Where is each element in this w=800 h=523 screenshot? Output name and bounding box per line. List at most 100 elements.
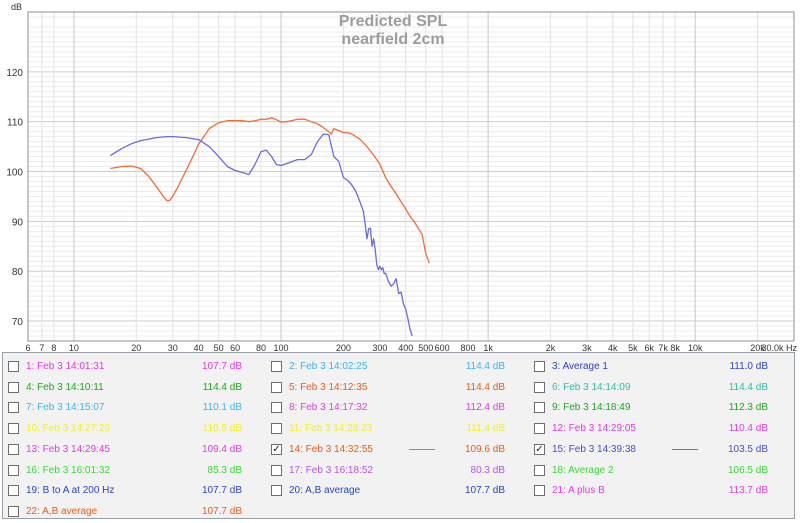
legend-item: 19: B to A at 200 Hz 107.7 dB [8,481,263,501]
legend-label: 2: Feb 3 14:02:25 [289,361,368,372]
legend-checkbox[interactable] [271,423,282,435]
legend-checkbox[interactable] [8,443,19,455]
legend-item: 12: Feb 3 14:29:05 110.4 dB [534,419,789,439]
legend-value: 103.5 dB [727,443,768,455]
y-tick-label: 100 [6,168,23,179]
x-tick-label: 2k [546,343,556,352]
legend-item: 9: Feb 3 14:18:49 112.3 dB [534,398,789,418]
x-tick-label: 300 [372,343,387,352]
legend-value: 111.4 dB [466,423,505,435]
series-line [110,133,413,337]
legend-value: 111.0 dB [729,361,768,372]
x-tick-label: 60 [230,343,240,352]
legend-checkbox[interactable] [8,485,19,497]
legend-label: 22: A,B average [26,505,98,517]
legend-item: 10: Feb 3 14:27:20 110.5 dB [8,419,263,439]
plot-frame [27,11,795,342]
legend-value: 110.1 dB [202,402,242,414]
legend-item: 1: Feb 3 14:01:31 107.7 dB [8,357,263,377]
legend-value: 112.3 dB [728,402,768,414]
x-tick-label: 40 [194,343,204,352]
legend-item: 13: Feb 3 14:29:45 109.4 dB [8,440,263,460]
x-tick-label: 10 [69,343,79,352]
legend-label: 14: Feb 3 14:32:55 [289,443,373,455]
y-tick-label: 70 [12,317,24,328]
y-tick-label: 80 [12,267,24,278]
legend-item: 21: A plus B 113.7 dB [534,481,789,501]
x-tick-label: 5k [628,343,638,352]
legend-checkbox[interactable] [271,361,282,372]
legend-value: 114.4 dB [728,381,768,393]
legend-value: 107.7 dB [464,485,505,497]
legend-checkbox[interactable] [534,402,545,414]
x-tick-label: 50 [214,343,224,352]
legend-label: 19: B to A at 200 Hz [26,485,115,497]
x-tick-label: 6 [25,343,30,352]
x-tick-label: 7k [658,343,668,352]
legend-checkbox[interactable] [8,505,19,517]
x-tick-label: 100 [274,343,289,352]
legend-checkbox[interactable] [271,402,282,414]
legend-label: 10: Feb 3 14:27:20 [26,423,110,435]
legend-value: 114.4 dB [465,381,505,393]
legend-label: 16: Feb 3 16:01:32 [26,464,110,476]
x-tick-label: 400 [398,343,413,352]
x-tick-label: 800 [461,343,476,352]
legend-item: 8: Feb 3 14:17:32 112.4 dB [271,398,526,418]
legend-checkbox[interactable] [8,423,19,435]
y-tick-label: 110 [7,118,23,129]
legend-label: 11: Feb 3 14:28:23 [289,423,373,435]
legend-checkbox[interactable] [8,361,19,372]
legend-label: 6: Feb 3 14:14:09 [552,381,631,393]
legend-label: 3: Average 1 [552,361,608,372]
legend-checkbox[interactable] [8,381,19,393]
x-tick-label: 600 [435,343,450,352]
legend-label: 15: Feb 3 14:39:38 [552,443,636,455]
legend-value: 110.5 dB [202,423,242,435]
legend-value: 114.4 dB [202,381,242,393]
legend-checkbox[interactable] [271,485,282,497]
legend-value: 113.7 dB [728,485,768,497]
legend-item: 2: Feb 3 14:02:25 114.4 dB [271,357,526,377]
legend-swatch [672,448,698,450]
legend-item: 5: Feb 3 14:12:35 114.4 dB [271,378,526,398]
x-tick-label: 200 [336,343,351,352]
x-tick-label: 6k [644,343,654,352]
legend-checkbox[interactable] [534,485,545,497]
legend-checkbox[interactable]: ✓ [534,443,545,455]
y-axis-label: dB [11,2,22,12]
legend-checkbox[interactable]: ✓ [271,443,282,455]
legend-label: 17: Feb 3 16:18:52 [289,464,373,476]
legend-label: 20: A,B average [289,485,361,497]
legend-item: 11: Feb 3 14:28:23 111.4 dB [271,419,526,439]
legend-item: ✓ 14: Feb 3 14:32:55 109.6 dB [271,440,526,460]
legend-label: 5: Feb 3 14:12:35 [289,381,368,393]
legend-value: 109.4 dB [201,443,242,455]
legend-item: 22: A,B average 107.7 dB [8,502,263,522]
chart-subtitle: nearfield 2cm [341,31,444,48]
legend-checkbox[interactable] [8,402,19,414]
legend-label: 9: Feb 3 14:18:49 [552,402,631,414]
legend-checkbox[interactable] [534,423,545,435]
legend-checkbox[interactable] [534,464,545,476]
legend-checkbox[interactable] [271,464,282,476]
legend-value: 107.7 dB [201,361,242,372]
x-tick-label: 20k [750,343,765,352]
legend-value: 110.4 dB [728,423,768,435]
spl-chart: 120 110 100 90 80 70 6 7 8 10 20 30 40 50 60 80 100 200 3… [6,2,798,352]
legend-label: 13: Feb 3 14:29:45 [26,443,110,455]
legend-item: 4: Feb 3 14:10:11 114.4 dB [8,378,263,398]
legend-checkbox[interactable] [271,381,282,393]
y-tick-label: 90 [12,217,24,228]
legend-label: 1: Feb 3 14:01:31 [26,361,105,372]
legend-checkbox[interactable] [8,464,19,476]
legend-checkbox[interactable] [534,361,545,372]
legend-checkbox[interactable] [534,381,545,393]
legend-item: 16: Feb 3 16:01:32 85.3 dB [8,461,263,481]
x-tick-label: 500 [418,343,433,352]
legend-value: 107.7 dB [201,505,242,517]
measurement-legend: 1: Feb 3 14:01:31 107.7 dB 2: Feb 3 14:02:… [2,352,795,519]
legend-value: 106.5 dB [727,464,768,476]
legend-item: 6: Feb 3 14:14:09 114.4 dB [534,378,789,398]
legend-item: 17: Feb 3 16:18:52 80.3 dB [271,461,526,481]
